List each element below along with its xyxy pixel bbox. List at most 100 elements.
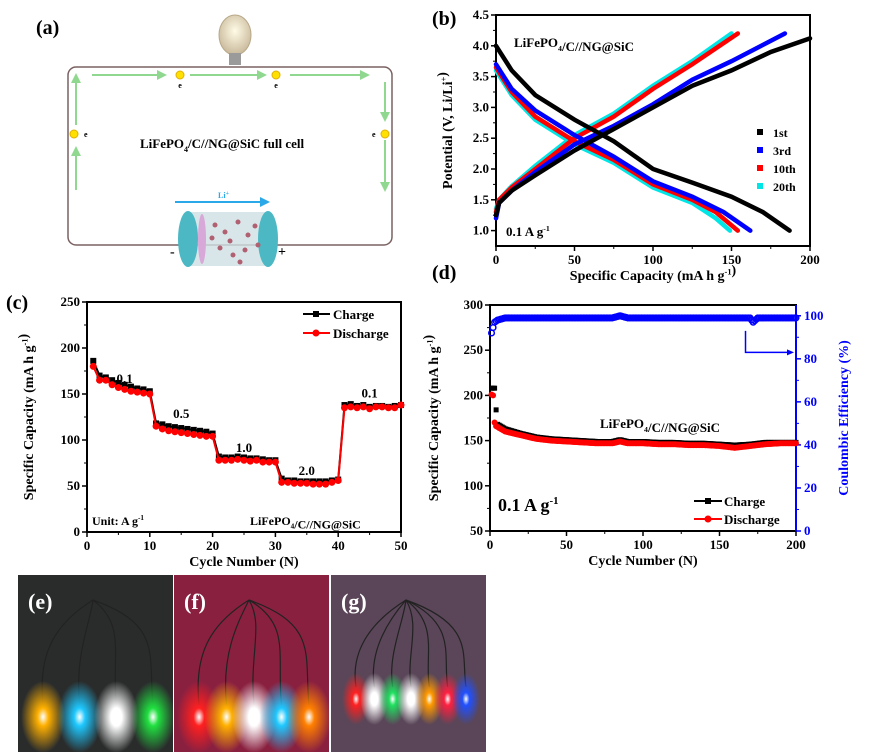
y2-tick-label: 60 [804,394,817,409]
led-glow [21,681,65,752]
x-tick-label: 40 [332,538,345,553]
y-tick-label: 2.0 [473,161,489,176]
rate-label: 0.1 A g-1 [498,495,559,515]
svg-text:e: e [178,81,182,90]
x-axis-label: Cycle Number (N) [189,555,299,570]
legend-label: Discharge [724,512,780,527]
data-point-discharge [303,479,311,487]
panel-label-e: (e) [28,589,52,614]
data-point-charge [171,424,178,431]
data-point-charge [165,423,172,430]
data-point-discharge [102,376,110,384]
electron-icon: e [175,70,185,90]
y-tick-label: 4.0 [473,38,489,53]
data-point-discharge [234,455,242,463]
electron-icon: e [372,129,390,139]
data-point-discharge [190,430,198,438]
x-tick-label: 150 [710,537,730,552]
discharge-curve-10th [493,65,741,233]
rate-label: 0.1 A g-1 [506,224,550,239]
x-tick-label: 10 [143,538,156,553]
data-point-discharge [127,387,135,395]
y-tick-label: 1.0 [473,223,489,238]
y-tick-label: 100 [61,432,81,447]
data-point-discharge [340,404,348,412]
x-tick-label: 200 [786,537,806,552]
data-point-charge [492,385,498,391]
discharge-curve-3rd [493,62,753,233]
data-point-discharge [297,479,305,487]
y-tick-label: 200 [61,340,81,355]
y-tick-label: 250 [61,294,81,309]
positive-terminal: + [278,245,286,260]
x-tick-label: 100 [643,252,663,267]
y-tick-label: 4.5 [473,7,490,22]
y-tick-label: 150 [464,433,484,448]
data-point-discharge [397,401,405,409]
data-point-discharge [108,381,116,389]
legend-marker [757,183,763,189]
data-point-discharge [366,405,374,413]
y2-tick-label: 0 [804,523,811,538]
data-point-charge [203,428,210,435]
legend-marker [313,311,319,317]
data-point-discharge [246,457,254,465]
led-glow [452,673,480,725]
legend-label: Charge [333,307,374,322]
annotation: LiFePO4/C//NG@SiC [250,514,361,532]
data-point-charge [178,425,185,432]
y2-tick-label: 100 [804,308,824,323]
data-point-discharge [271,458,279,466]
y-tick-label: 2.5 [473,130,490,145]
data-point-discharge [215,456,223,464]
data-point-charge [190,426,197,433]
photo-e-leds: (e) [18,575,173,752]
x-tick-label: 0 [493,252,500,267]
data-point-discharge [177,429,185,437]
data-point-charge [127,383,134,390]
data-point-discharge [121,385,129,393]
data-point-discharge [309,480,317,488]
data-point-discharge [328,478,336,486]
axis-arrow-head [787,349,794,356]
led-glow [287,681,329,752]
legend-label: 10th [773,162,796,176]
legend-marker [705,498,711,504]
x-tick-label: 100 [633,537,653,552]
legend-marker [312,329,320,337]
x-tick-label: 30 [269,538,282,553]
circuit-svg: e e e e LiFePO4/C//NG@SiC full cell Li+ … [67,14,393,267]
x-axis-label: Cycle Number (N) [588,554,698,569]
y-tick-label: 200 [464,387,484,402]
data-point-discharge [334,476,342,484]
y-axis-label: Specific Capacity (mA h g-1) [421,334,442,501]
charge-curve-3rd [493,31,788,221]
y-axis-label: Specific Capacity (mA h g-1) [16,333,37,500]
data-point-discharge [133,388,141,396]
data-point-discharge [284,478,292,486]
data-point-ce [792,314,800,322]
svg-text:e: e [84,130,88,139]
x-tick-label: 20 [206,538,219,553]
charge-curve-1st [493,36,813,218]
discharge-curve-1st [493,43,792,233]
y2-tick-label: 80 [804,351,817,366]
discharge-curve-20th [493,68,733,233]
panel-label-c: (c) [6,292,29,314]
data-point-discharge [793,440,799,447]
data-point-discharge [196,431,204,439]
led-photo: (e) [18,575,173,752]
legend-label: 3rd [773,144,791,158]
data-point-discharge [140,389,148,397]
chart-c-rate-capability: 0 10 20 30 40 50 0 50 100 150 200 250 Cycle Number (… [16,294,407,570]
data-point-discharge [353,404,361,412]
data-point-charge [96,372,103,379]
data-point-discharge [359,403,367,411]
rate-label: 0.5 [173,406,190,421]
led-glow [57,681,102,752]
data-point-charge [90,357,97,364]
rate-label: 0.1 [361,386,377,401]
y-tick-label: 1.5 [473,192,490,207]
x-tick-label: 0 [487,537,494,552]
